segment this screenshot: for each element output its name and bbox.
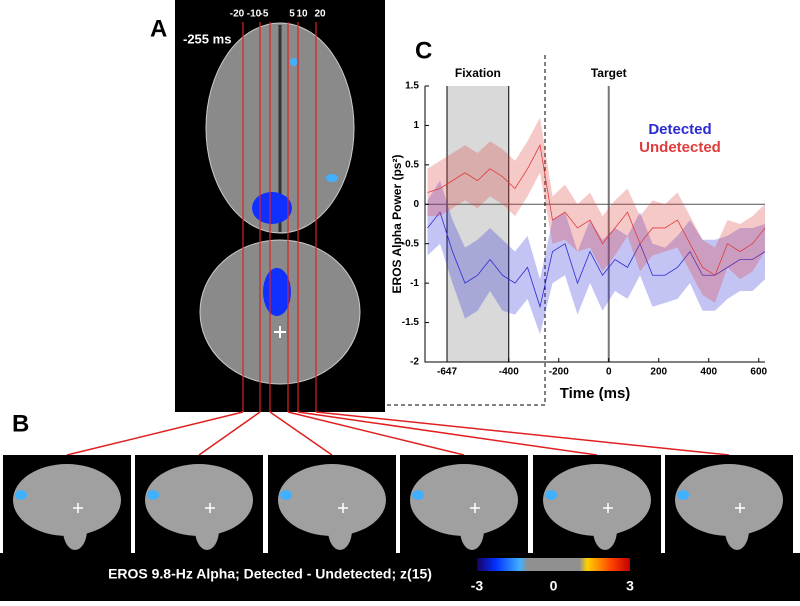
slice-brain [145,464,253,536]
mean-line [427,143,766,276]
x-tick-label: 0 [606,367,612,378]
colorbar-label: -3 [471,578,484,594]
slice-stem [725,510,749,550]
activation [290,58,298,66]
panel-letter: C [415,37,432,64]
panel-letter: B [12,410,29,437]
error-band [427,117,765,303]
slice-label: 5 [289,9,295,20]
caption-bg [0,553,800,601]
activation [280,490,292,500]
colorbar-label: 3 [626,578,634,594]
colorbar [477,558,630,571]
slice-brain [13,464,121,536]
y-tick-label: -0.5 [402,238,420,249]
fixation-region [447,86,509,362]
activation [545,490,557,500]
crosshair [470,503,480,513]
connector [297,411,598,456]
slice-stem [195,510,219,550]
activation [412,490,424,500]
legend-entry: Detected [648,121,711,138]
slice-brain [278,464,386,536]
activation [15,490,27,500]
error-band [427,180,765,335]
connector [66,411,244,456]
mean-line [427,211,766,309]
slice-label: -10 [247,9,262,20]
caption: EROS 9.8-Hz Alpha; Detected - Undetected… [108,566,432,582]
y-tick-label: 1 [413,120,419,131]
activation [326,174,338,182]
x-axis-label: Time (ms) [560,385,631,402]
crosshair [274,326,286,338]
connector [315,411,730,456]
slice-brain [410,464,518,536]
x-tick-label: 400 [700,367,717,378]
crosshair [735,503,745,513]
x-tick-label: -400 [499,367,519,378]
slice-stem [460,510,484,550]
y-tick-label: 0 [413,199,419,210]
slice-stem [328,510,352,550]
y-tick-label: 0.5 [405,159,419,170]
slice-stem [63,510,87,550]
slice-label: -20 [230,9,245,20]
x-tick-label: 200 [650,367,667,378]
crosshair [603,503,613,513]
time-label: -255 ms [183,31,231,46]
target-label: Target [591,66,627,80]
colorbar-label: 0 [550,578,558,594]
cursor-line [385,55,546,406]
fixation-label: Fixation [455,66,501,80]
slice-brain [543,464,651,536]
activation [677,490,689,500]
x-tick-label: -647 [437,367,457,378]
connector [287,411,465,456]
slice-brain [675,464,783,536]
legend-entry: Undetected [639,139,721,156]
connector [198,411,261,456]
crosshair [338,503,348,513]
slice-label: -5 [260,9,269,20]
x-tick-label: -200 [549,367,569,378]
y-axis-label: EROS Alpha Power (ps²) [390,155,404,294]
y-tick-label: 1.5 [405,81,419,92]
y-tick-label: -2 [410,357,419,368]
slice-label: 10 [296,9,308,20]
slice-stem [593,510,617,550]
connector [269,411,333,456]
y-tick-label: -1.5 [402,317,420,328]
activation [252,192,292,224]
crosshair [73,503,83,513]
x-tick-label: 600 [750,367,767,378]
activation [147,490,159,500]
activation [263,268,291,316]
y-tick-label: -1 [410,278,419,289]
crosshair [205,503,215,513]
slice-label: 20 [314,9,326,20]
panel-letter: A [150,15,167,42]
